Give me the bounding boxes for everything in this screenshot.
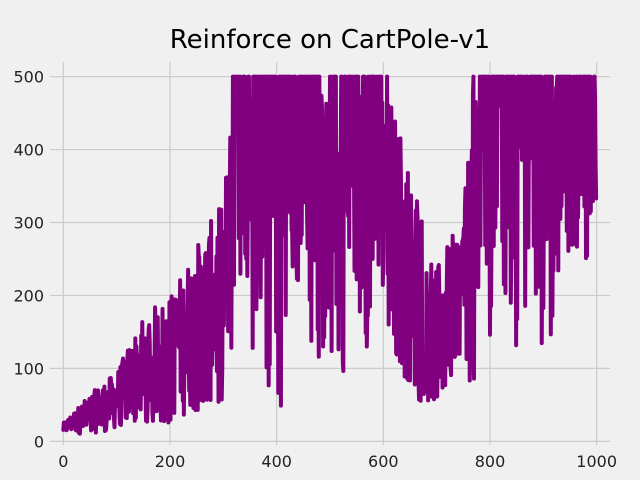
y-tick-label: 200	[13, 286, 44, 305]
chart-title: Reinforce on CartPole-v1	[170, 25, 490, 55]
tick-layer: 0 200 400 600 800 1000 0 100 200 300 400 500	[13, 68, 617, 471]
x-tick-label: 600	[368, 452, 399, 471]
y-tick-label: 0	[34, 432, 44, 451]
y-tick-label: 100	[13, 359, 44, 378]
x-tick-label: 400	[261, 452, 292, 471]
x-tick-label: 1000	[576, 452, 617, 471]
x-tick-label: 0	[58, 452, 68, 471]
series-line	[61, 74, 599, 436]
x-tick-label: 200	[155, 452, 186, 471]
x-tick-label: 800	[475, 452, 506, 471]
y-tick-label: 300	[13, 213, 44, 232]
series-layer	[61, 74, 599, 436]
y-tick-label: 500	[13, 68, 44, 87]
y-tick-label: 400	[13, 141, 44, 160]
